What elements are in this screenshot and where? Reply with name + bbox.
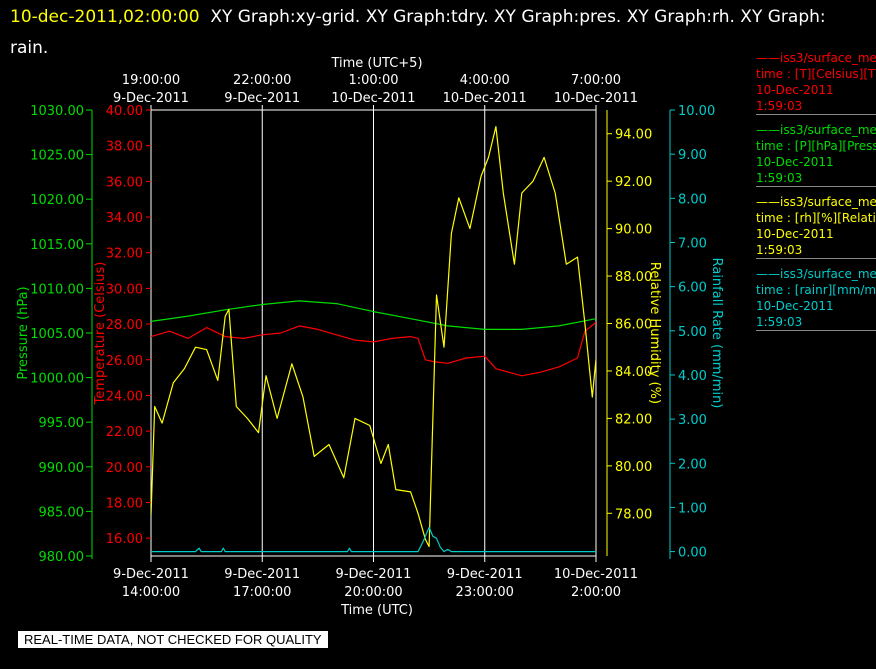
temperature-tick-label: 24.00 [106,389,143,404]
humidity-tick-label: 78.00 [615,507,652,522]
legend-time: 1:59:03 [756,170,876,187]
bottom-tick-date: 9-Dec-2011 [113,567,189,582]
rain-tick-label: 3.00 [678,413,707,428]
humidity-axis-label: Relative Humidity (%) [647,262,662,404]
legend-source: ——iss3/surface_met [756,195,876,209]
pressure-tick-label: 1020.00 [30,193,84,208]
bottom-tick-date: 9-Dec-2011 [224,567,300,582]
bottom-tick-time: 20:00:00 [344,585,402,600]
legend-date: 10-Dec-2011 [756,227,834,241]
pressure-tick-label: 990.00 [39,461,85,476]
rain-series-line [151,526,596,553]
pressure-tick-label: 1030.00 [30,104,84,119]
rain-tick-label: 5.00 [678,325,707,340]
pressure-tick-label: 1015.00 [30,238,84,253]
top-tick-time: 4:00:00 [460,73,510,88]
rain-tick-label: 6.00 [678,281,707,296]
temperature-tick-label: 22.00 [106,425,143,440]
rain-axis-label: Rainfall Rate (mm/min) [709,258,724,409]
bottom-tick-time: 23:00:00 [456,585,514,600]
humidity-tick-label: 80.00 [615,460,652,475]
legend-date: 10-Dec-2011 [756,155,834,169]
temperature-tick-label: 20.00 [106,461,143,476]
humidity-tick-label: 86.00 [615,318,652,333]
humidity-tick-label: 90.00 [615,223,652,238]
legend-time: 1:59:03 [756,314,876,331]
temperature-tick-label: 18.00 [106,496,143,511]
top-tick-time: 7:00:00 [571,73,621,88]
humidity-tick-label: 84.00 [615,365,652,380]
legend-time: 1:59:03 [756,242,876,259]
top-tick-time: 19:00:00 [122,73,180,88]
bottom-tick-date: 10-Dec-2011 [554,567,638,582]
legend-units: time : [rainr][mm/mi [756,283,876,297]
bottom-tick-date: 9-Dec-2011 [336,567,412,582]
pressure-tick-label: 980.00 [39,550,85,565]
temperature-tick-label: 38.00 [106,140,143,155]
legend-time: 1:59:03 [756,98,876,115]
rain-tick-label: 4.00 [678,369,707,384]
rain-tick-label: 7.00 [678,236,707,251]
pressure-tick-label: 1005.00 [30,327,84,342]
legend-units: time : [rh][%][Relati [756,211,876,225]
quality-note: REAL-TIME DATA, NOT CHECKED FOR QUALITY [18,631,328,648]
legend-units: time : [T][Celsius][T [756,67,876,81]
pressure-axis-label: Pressure (hPa) [16,286,31,379]
temperature-tick-label: 30.00 [106,282,143,297]
legend-date: 10-Dec-2011 [756,299,834,313]
rain-tick-label: 2.00 [678,457,707,472]
legend-source: ——iss3/surface_met [756,51,876,65]
temperature-tick-label: 34.00 [106,211,143,226]
pressure-tick-label: 1025.00 [30,149,84,164]
top-tick-date: 10-Dec-2011 [554,91,638,106]
temperature-axis-label: Temperature (Celsius) [93,262,108,406]
legend-units: time : [P][hPa][Press [756,139,876,153]
humidity-tick-label: 82.00 [615,412,652,427]
pressure-tick-label: 985.00 [39,505,85,520]
bottom-axis-title: Time (UTC) [340,603,413,618]
rain-tick-label: 8.00 [678,192,707,207]
legend-date: 10-Dec-2011 [756,83,834,97]
legend-source: ——iss3/surface_met [756,267,876,281]
legend-source: ——iss3/surface_met [756,123,876,137]
humidity-tick-label: 92.00 [615,175,652,190]
graph-header: 10-dec-2011,02:00:00 XY Graph:xy-grid. X… [10,2,860,64]
rain-tick-label: 9.00 [678,148,707,163]
temperature-tick-label: 36.00 [106,175,143,190]
top-tick-date: 10-Dec-2011 [443,91,527,106]
humidity-tick-label: 88.00 [615,270,652,285]
rain-tick-label: 10.00 [678,104,715,119]
temperature-tick-label: 28.00 [106,318,143,333]
temperature-tick-label: 32.00 [106,247,143,262]
bottom-tick-time: 17:00:00 [233,585,291,600]
bottom-tick-time: 2:00:00 [571,585,621,600]
pressure-tick-label: 1000.00 [30,372,84,387]
top-tick-date: 10-Dec-2011 [331,91,415,106]
rain-tick-label: 0.00 [678,546,707,561]
header-datetime: 10-dec-2011,02:00:00 [10,7,200,27]
temperature-tick-label: 26.00 [106,354,143,369]
top-axis-title: Time (UTC+5) [330,56,422,71]
top-tick-date: 9-Dec-2011 [224,91,300,106]
pressure-series-line [151,300,596,330]
temperature-tick-label: 16.00 [106,532,143,547]
rain-tick-label: 1.00 [678,501,707,516]
pressure-tick-label: 995.00 [39,416,85,431]
top-tick-date: 9-Dec-2011 [113,91,189,106]
pressure-tick-label: 1010.00 [30,282,84,297]
temperature-tick-label: 40.00 [106,104,143,119]
temperature-series-line [151,321,596,377]
humidity-tick-label: 94.00 [615,128,652,143]
top-tick-time: 1:00:00 [348,73,398,88]
bottom-tick-date: 9-Dec-2011 [447,567,523,582]
bottom-tick-time: 14:00:00 [122,585,180,600]
header-graph-list: XY Graph:xy-grid. XY Graph:tdry. XY Grap… [10,7,826,58]
top-tick-time: 22:00:00 [233,73,291,88]
humidity-series-line [151,125,596,548]
